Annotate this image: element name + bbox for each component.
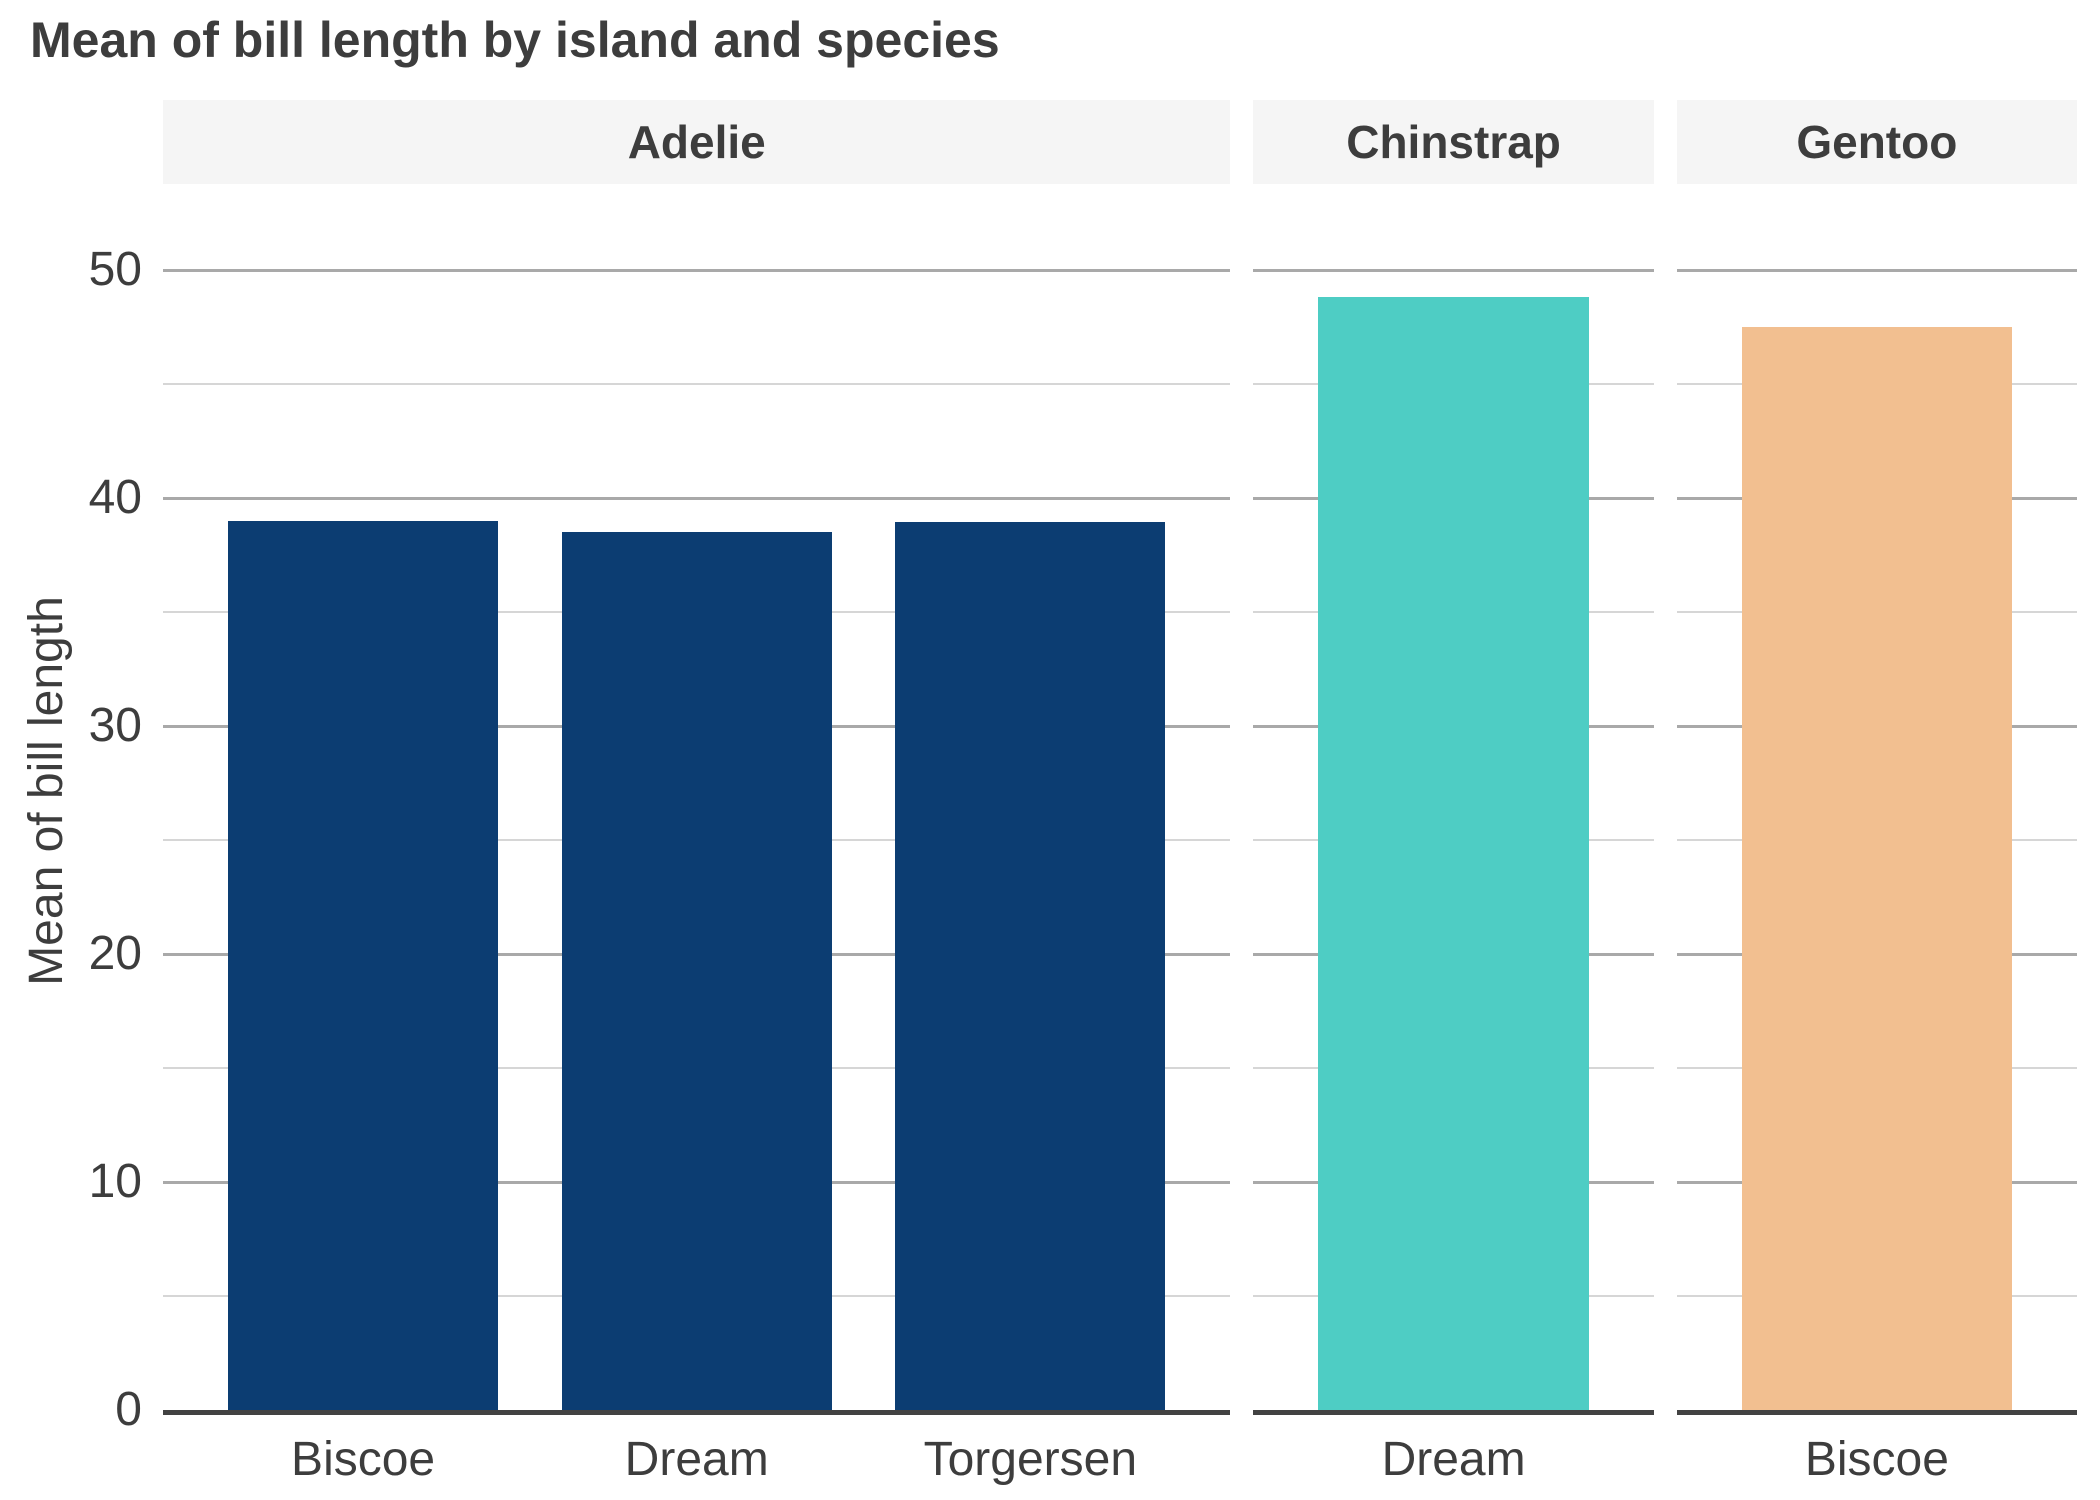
facet-panel-adelie	[163, 184, 1231, 1415]
y-tick-label-20: 20	[88, 927, 142, 980]
bar-adelie-biscoe	[228, 521, 499, 1410]
bar-gentoo-biscoe	[1741, 327, 2012, 1410]
y-tick-label-0: 0	[115, 1383, 142, 1436]
bar-adelie-torgersen	[895, 521, 1166, 1410]
y-tick-label-50: 50	[88, 243, 142, 296]
x-tick-label-adelie-torgersen: Torgersen	[923, 1433, 1138, 1486]
y-tick-label-10: 10	[88, 1155, 142, 1208]
x-tick-label-chinstrap-dream: Dream	[1381, 1433, 1526, 1486]
x-tick-label-gentoo-biscoe: Biscoe	[1804, 1433, 1949, 1486]
x-tick-label-adelie-dream: Dream	[624, 1433, 769, 1486]
gridline-minor-45	[163, 383, 1231, 385]
chart-title: Mean of bill length by island and specie…	[30, 12, 1000, 68]
gridline-major-50	[1253, 268, 1654, 272]
y-tick-label-30: 30	[88, 699, 142, 752]
bar-chinstrap-dream	[1318, 296, 1589, 1410]
facet-panel-chinstrap	[1253, 184, 1654, 1415]
x-tick-label-adelie-biscoe: Biscoe	[291, 1433, 436, 1486]
facet-strip-chinstrap: Chinstrap	[1253, 100, 1654, 184]
gridline-major-50	[163, 268, 1231, 272]
gridline-major-40	[163, 496, 1231, 500]
facet-strip-gentoo: Gentoo	[1676, 100, 2077, 184]
facet-strip-adelie: Adelie	[163, 100, 1231, 184]
y-tick-label-40: 40	[88, 471, 142, 524]
facet-panel-gentoo	[1676, 184, 2077, 1415]
bar-adelie-dream	[561, 532, 832, 1410]
gridline-major-50	[1676, 268, 2077, 272]
